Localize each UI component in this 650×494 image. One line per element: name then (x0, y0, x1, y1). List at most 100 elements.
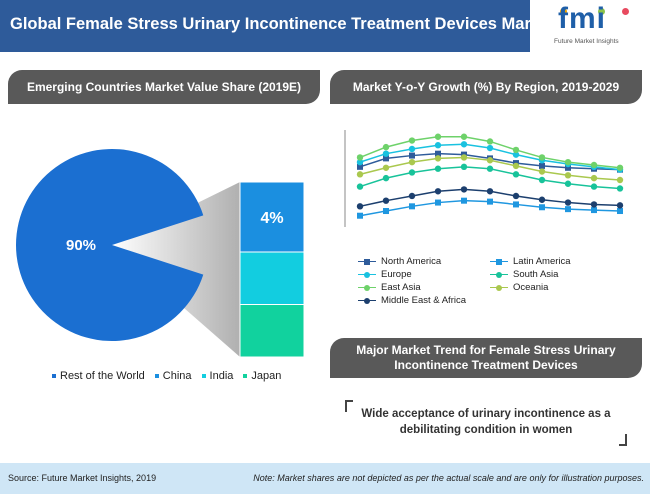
legend-marker (490, 284, 508, 291)
data-point-middle-east-africa (486, 188, 494, 195)
pie-chart: 90% 4% (16, 149, 305, 358)
data-point-east-asia (434, 133, 442, 140)
legend-marker (490, 258, 508, 265)
data-point-oceania (460, 154, 468, 161)
trend-text: Wide acceptance of urinary incontinence … (361, 408, 611, 436)
pie-legend-item: Rest of the World (52, 370, 145, 382)
data-point-oceania (564, 172, 572, 179)
data-point-east-asia (356, 154, 364, 161)
legend-swatch (52, 374, 56, 378)
data-point-south-asia (538, 176, 546, 184)
data-point-south-asia (460, 163, 468, 171)
line-legend-item: Europe (358, 269, 412, 280)
data-point-east-asia (538, 154, 546, 161)
data-point-oceania (382, 164, 390, 171)
data-point-latin-america (487, 198, 493, 205)
footer-source: Source: Future Market Insights, 2019 (8, 473, 157, 483)
data-point-south-asia (356, 183, 364, 190)
footer-bar: Source: Future Market Insights, 2019 Not… (0, 463, 650, 494)
pie-legend: Rest of the World China India Japan (52, 370, 281, 382)
data-point-europe (434, 142, 442, 149)
pie-legend-item: Japan (243, 370, 281, 382)
data-point-north-america (539, 162, 545, 169)
data-point-middle-east-africa (382, 197, 390, 204)
logo-text: fmi (558, 2, 606, 35)
data-point-south-asia (590, 183, 598, 190)
data-point-middle-east-africa (356, 203, 364, 210)
data-point-oceania (408, 158, 416, 166)
bracket-bottom-right (619, 434, 627, 446)
line-legend-item: South Asia (490, 269, 558, 280)
data-point-europe (382, 150, 390, 157)
legend-marker (358, 258, 376, 265)
pie-legend-item: China (154, 370, 192, 382)
data-point-oceania (356, 171, 364, 178)
data-point-latin-america (461, 197, 467, 204)
data-point-east-asia (408, 137, 416, 144)
data-point-latin-america (617, 208, 623, 215)
logo-dot-icon (622, 8, 629, 15)
line-legend-item: Oceania (490, 282, 548, 293)
data-point-north-america (565, 164, 571, 171)
data-point-middle-east-africa (590, 201, 598, 208)
data-point-south-asia (486, 165, 494, 172)
data-point-europe (356, 158, 364, 166)
line-chart (344, 130, 624, 227)
legend-marker (358, 284, 376, 291)
data-point-latin-america (383, 208, 389, 215)
legend-swatch (201, 374, 206, 378)
pie-slice-rest-of-the-world (16, 149, 204, 341)
data-point-south-asia (616, 185, 624, 192)
bar-label-china: 4% (260, 210, 283, 227)
legend-label: East Asia (381, 282, 421, 293)
data-point-oceania (538, 168, 546, 175)
trend-title: Major Market Trend for Female Stress Uri… (330, 338, 642, 378)
legend-label: Europe (381, 269, 412, 280)
data-point-latin-america (591, 207, 597, 214)
legend-label: Japan (251, 370, 282, 382)
line-chart-title: Market Y-o-Y Growth (%) By Region, 2019-… (330, 70, 642, 104)
bar-segment-china (239, 181, 305, 253)
data-point-oceania (616, 176, 624, 184)
legend-marker (358, 297, 376, 304)
data-point-middle-east-africa (564, 199, 572, 206)
line-legend-item: North America (358, 256, 441, 267)
data-point-middle-east-africa (460, 186, 468, 193)
data-point-east-asia (564, 158, 572, 166)
data-point-south-asia (434, 165, 442, 172)
legend-label: South Asia (513, 269, 559, 280)
data-point-south-asia (382, 174, 390, 182)
data-point-middle-east-africa (512, 192, 520, 200)
data-point-east-asia (460, 133, 468, 140)
data-point-oceania (434, 155, 442, 162)
legend-marker (490, 271, 508, 278)
footer-note: Note: Market shares are not depicted as … (253, 473, 644, 483)
legend-label: China (162, 370, 192, 382)
header-bar: Global Female Stress Urinary Incontinenc… (0, 0, 650, 52)
pie-legend-item: India (201, 370, 234, 382)
pie-chart-title: Emerging Countries Market Value Share (2… (8, 70, 320, 104)
legend-swatch (154, 374, 159, 378)
bar-segment-japan (239, 304, 305, 358)
data-point-latin-america (435, 199, 441, 206)
data-point-middle-east-africa (616, 202, 624, 209)
legend-label: India (209, 370, 234, 382)
data-point-europe (512, 151, 520, 158)
data-point-latin-america (409, 203, 415, 210)
data-point-europe (408, 145, 416, 153)
data-point-latin-america (513, 201, 519, 208)
fmi-logo: fmi Future Market Insights (530, 0, 650, 52)
data-point-south-asia (564, 180, 572, 187)
data-point-south-asia (512, 171, 520, 178)
trend-callout: Wide acceptance of urinary incontinence … (345, 400, 627, 446)
data-point-middle-east-africa (434, 188, 442, 195)
bar-segment-india (239, 251, 305, 305)
data-point-east-asia (590, 161, 598, 169)
data-point-north-america (357, 163, 363, 170)
legend-label: Rest of the World (60, 370, 145, 382)
data-point-east-asia (512, 146, 520, 154)
data-point-east-asia (382, 143, 390, 151)
line-legend-item: Middle East & Africa (358, 295, 466, 306)
data-point-europe (486, 144, 494, 152)
data-point-latin-america (539, 204, 545, 211)
